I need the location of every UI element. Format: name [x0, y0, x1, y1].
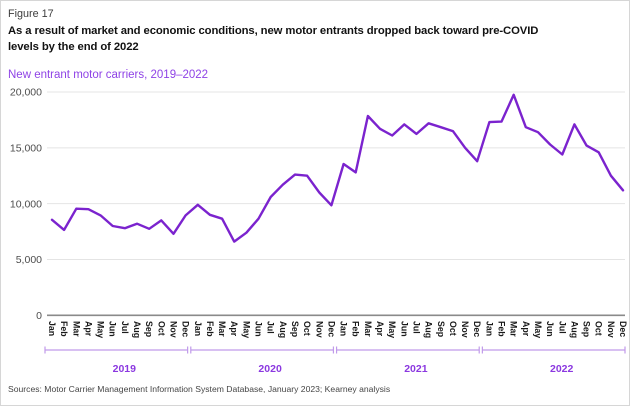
month-tick-label: May	[533, 321, 543, 338]
figure-header: Figure 17 As a result of market and econ…	[1, 1, 629, 81]
year-label: 2022	[550, 363, 574, 375]
month-tick-label: Feb	[497, 321, 507, 337]
month-tick-label: Dec	[472, 321, 482, 337]
series-line	[50, 93, 625, 243]
month-tick-label: Jan	[484, 321, 494, 336]
month-tick-label: Nov	[314, 321, 324, 338]
month-tick-label: Aug	[278, 321, 288, 338]
month-tick-label: Feb	[205, 321, 215, 337]
year-label: 2021	[404, 363, 428, 375]
month-tick-label: Sep	[436, 321, 446, 338]
month-tick-label: Apr	[375, 321, 385, 337]
source-note: Sources: Motor Carrier Management Inform…	[8, 383, 391, 394]
month-tick-label: Apr	[83, 321, 93, 337]
y-axis-tick-label: 15,000	[10, 142, 42, 154]
month-tick-label: Oct	[448, 321, 458, 336]
month-tick-label: Jun	[254, 321, 264, 337]
month-tick-label: Aug	[132, 321, 142, 338]
month-tick-label: Jan	[47, 321, 57, 336]
month-tick-label: Jun	[399, 321, 409, 337]
month-tick-label: Nov	[168, 321, 178, 338]
month-tick-label: Jun	[108, 321, 118, 337]
month-tick-label: Jul	[411, 321, 421, 334]
month-tick-label: May	[387, 321, 397, 338]
figure-number: Figure 17	[8, 8, 54, 20]
month-tick-label: Apr	[229, 321, 239, 337]
month-tick-label: Sep	[290, 321, 300, 338]
month-tick-label: Dec	[618, 321, 628, 337]
month-tick-label: Jan	[193, 321, 203, 336]
month-tick-label: Sep	[582, 321, 592, 338]
month-tick-label: Aug	[569, 321, 579, 338]
month-tick-label: Apr	[521, 321, 531, 337]
month-tick-label: Nov	[606, 321, 616, 338]
month-tick-label: Feb	[351, 321, 361, 337]
month-tick-label: Oct	[594, 321, 604, 336]
month-tick-label: Dec	[326, 321, 336, 337]
month-tick-label: Jul	[557, 321, 567, 334]
month-tick-label: Mar	[509, 321, 519, 337]
month-tick-label: Nov	[460, 321, 470, 338]
month-tick-label: Mar	[217, 321, 227, 337]
month-tick-label: May	[241, 321, 251, 338]
month-tick-label: Aug	[424, 321, 434, 338]
month-tick-label: Sep	[144, 321, 154, 338]
month-tick-label: May	[96, 321, 106, 338]
month-tick-label: Jun	[545, 321, 555, 337]
month-tick-label: Jul	[266, 321, 276, 334]
year-label: 2020	[258, 363, 282, 375]
y-axis-tick-label: 10,000	[10, 198, 42, 210]
y-axis-tick-label: 5,000	[16, 254, 42, 266]
month-tick-label: Oct	[302, 321, 312, 336]
year-label: 2019	[113, 363, 137, 375]
month-tick-label: Jul	[120, 321, 130, 334]
month-tick-label: Jan	[339, 321, 349, 336]
figure-title: As a result of market and economic condi…	[8, 25, 539, 53]
y-axis-tick-label: 20,000	[10, 86, 42, 98]
month-tick-label: Mar	[363, 321, 373, 337]
month-tick-label: Feb	[59, 321, 69, 337]
month-tick-label: Mar	[71, 321, 81, 337]
month-tick-label: Dec	[181, 321, 191, 337]
chart-subtitle: New entrant motor carriers, 2019–2022	[8, 68, 209, 81]
month-tick-label: Oct	[156, 321, 166, 336]
y-axis-tick-label: 0	[36, 310, 42, 322]
